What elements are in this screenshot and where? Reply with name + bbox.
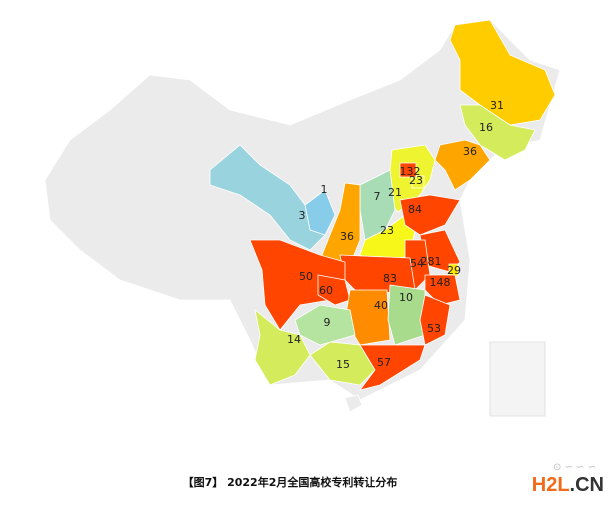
province-jilin bbox=[459, 104, 536, 161]
china-map: 3116362123132736132384281542914883506040… bbox=[44, 19, 561, 417]
province-shandong bbox=[399, 194, 461, 236]
value-label-guangxi: 15 bbox=[336, 358, 350, 371]
value-label-fujian: 53 bbox=[427, 322, 441, 335]
value-label-liaoning: 36 bbox=[463, 145, 477, 158]
province-beijing bbox=[399, 162, 417, 178]
value-label-guizhou: 9 bbox=[324, 316, 331, 329]
value-label-shanxi: 7 bbox=[374, 190, 381, 203]
province-layer bbox=[209, 19, 556, 391]
hainan-region bbox=[344, 394, 363, 413]
value-label-sichuan: 50 bbox=[299, 270, 313, 283]
province-chongqing bbox=[317, 274, 351, 306]
value-label-gansu: 3 bbox=[299, 209, 306, 222]
province-fujian bbox=[419, 294, 451, 346]
province-shanghai bbox=[448, 263, 459, 277]
value-label-shaanxi: 36 bbox=[340, 230, 354, 243]
value-label-jiangsu: 281 bbox=[421, 255, 442, 268]
value-label-tianjin: 23 bbox=[409, 174, 423, 187]
value-label-shanghai: 29 bbox=[447, 264, 461, 277]
watermark-faint-icon: ⊙ ∽ ∽ ∽ bbox=[552, 462, 596, 473]
value-label-jiangxi: 10 bbox=[399, 291, 413, 304]
value-label-henan: 23 bbox=[380, 224, 394, 237]
value-label-guangdong: 57 bbox=[377, 356, 391, 369]
value-label-zhejiang: 148 bbox=[430, 276, 451, 289]
south-china-sea-inset bbox=[489, 341, 546, 417]
map-caption: 【图7】 2022年2月全国高校专利转让分布 bbox=[182, 476, 398, 489]
value-label-hebei: 21 bbox=[388, 186, 402, 199]
value-label-yunnan: 14 bbox=[287, 333, 301, 346]
value-label-anhui: 54 bbox=[410, 257, 424, 270]
value-label-shandong: 84 bbox=[408, 203, 422, 216]
province-heilongjiang bbox=[449, 19, 556, 126]
value-label-hunan: 40 bbox=[374, 299, 388, 312]
value-label-chongqing: 60 bbox=[319, 284, 333, 297]
value-label-layer: 3116362123132736132384281542914883506040… bbox=[287, 99, 504, 371]
watermark-logo: H2L.CN bbox=[531, 474, 604, 496]
province-liaoning bbox=[434, 139, 491, 191]
value-label-hubei: 83 bbox=[383, 272, 397, 285]
province-guangdong bbox=[359, 344, 426, 391]
province-gansu bbox=[209, 144, 326, 251]
value-label-ningxia: 1 bbox=[321, 183, 328, 196]
province-jiangxi bbox=[387, 284, 426, 346]
province-zhejiang bbox=[424, 274, 461, 306]
value-label-jilin: 16 bbox=[479, 121, 493, 134]
province-yunnan bbox=[254, 309, 311, 386]
province-tianjin bbox=[411, 175, 425, 189]
value-label-heilongjiang: 31 bbox=[490, 99, 504, 112]
value-label-beijing: 132 bbox=[400, 165, 421, 178]
